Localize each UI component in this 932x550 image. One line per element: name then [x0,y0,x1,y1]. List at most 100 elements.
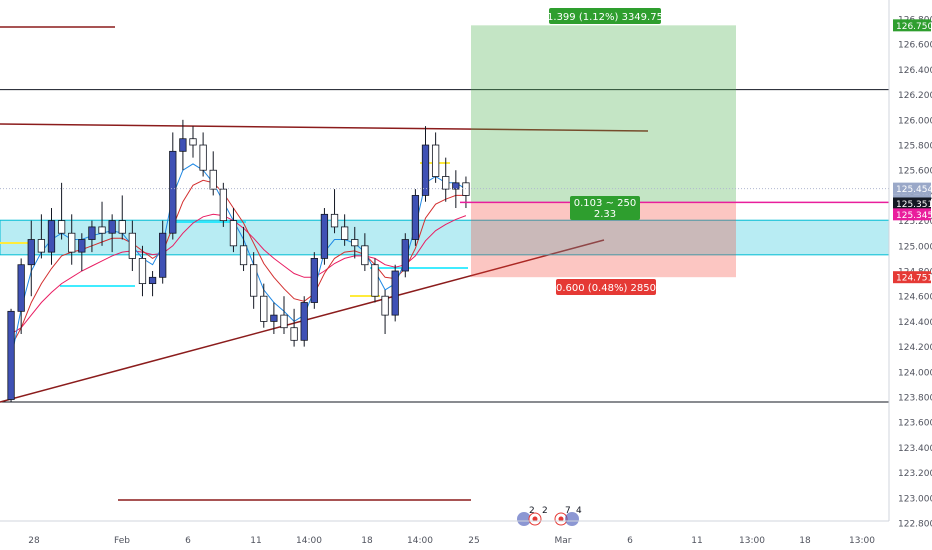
svg-text:126.750: 126.750 [896,22,932,32]
candle[interactable] [381,289,389,335]
candle[interactable] [442,157,450,202]
candle[interactable] [108,214,116,253]
candle[interactable] [37,214,46,259]
price-axis[interactable]: 122.800 123.000 123.200 123.400 123.600 123.8… [888,0,932,530]
x-tick-label: 13:00 [739,536,765,546]
last-price-tag: 125.454 [893,182,932,195]
svg-text:125.345: 125.345 [896,211,932,221]
loss-label: 0.600 (0.48%) 2850 [556,279,656,295]
candle[interactable] [199,132,207,177]
y-tick-label: 126.400 [898,66,932,76]
x-tick-label: 28 [28,536,40,546]
x-tick-label: 14:00 [407,536,433,546]
profit-label: 1.399 (1.12%) 3349.75 [547,8,663,24]
candle[interactable] [351,226,359,259]
svg-text:125.351: 125.351 [896,200,932,210]
y-tick-label: 122.800 [898,520,932,530]
candle[interactable] [138,245,147,297]
candle[interactable] [179,119,187,171]
flag-icon[interactable] [517,512,531,526]
x-tick-label: Mar [555,536,572,546]
candle[interactable] [431,132,440,183]
flag-icon[interactable] [565,512,579,526]
candle[interactable] [148,271,157,297]
y-tick-label: 126.600 [898,41,932,51]
candle[interactable] [361,233,369,272]
candle[interactable] [411,189,420,246]
candle[interactable] [320,208,329,265]
candle[interactable] [421,126,430,202]
candle[interactable] [88,220,96,253]
candle[interactable] [219,182,227,227]
svg-text:124.751: 124.751 [896,274,932,284]
candle[interactable] [401,233,409,278]
upper-trendline[interactable] [0,123,649,132]
y-tick-label: 125.600 [898,167,932,177]
candle[interactable] [159,220,167,284]
candle[interactable] [17,258,25,335]
candle[interactable] [47,208,56,265]
candle[interactable] [270,302,278,335]
y-tick-label: 124.000 [898,368,932,378]
svg-text:125.454: 125.454 [896,185,932,195]
ratio-label: 0.103 ~ 250 2.33 [570,196,640,220]
moving-averages [10,163,467,360]
ema-fast-line [10,163,467,360]
y-tick-label: 123.200 [898,469,932,479]
candle[interactable] [128,220,136,272]
candle[interactable] [27,220,35,297]
candle[interactable] [57,182,66,240]
x-tick-label: 11 [250,536,261,546]
candle[interactable] [452,170,460,209]
candle[interactable] [169,132,177,240]
profit-zone[interactable] [471,25,736,203]
svg-text:2: 2 [529,506,535,516]
candle[interactable] [189,126,197,158]
candle[interactable] [229,208,238,253]
candle[interactable] [98,201,106,246]
x-tick-label: 25 [468,536,479,546]
candle[interactable] [280,296,288,335]
x-tick-label: 13:00 [849,536,875,546]
candle[interactable] [341,214,349,246]
candle[interactable] [290,308,298,347]
candle[interactable] [371,258,379,303]
candle[interactable] [310,252,318,309]
candle[interactable] [250,252,258,309]
y-tick-label: 125.800 [898,142,932,152]
x-tick-label: Feb [114,536,130,546]
candle[interactable] [300,296,308,347]
candle[interactable] [7,308,15,403]
event-icons[interactable]: 2 2 7 4 [517,506,582,526]
candle[interactable] [68,214,76,265]
y-tick-label: 124.400 [898,318,932,328]
svg-text:0.600 (0.48%) 2850: 0.600 (0.48%) 2850 [556,283,656,294]
y-tick-label: 126.200 [898,91,932,101]
y-tick-label: 125.000 [898,242,932,252]
horizontal-levels[interactable] [0,89,889,403]
y-tick-label: 124.200 [898,343,932,353]
candle[interactable] [330,189,339,234]
x-tick-label: 14:00 [296,536,322,546]
long-position-tool[interactable] [471,25,736,278]
candle[interactable] [239,226,248,272]
y-tick-label: 126.000 [898,116,932,126]
x-tick-label: 18 [799,536,811,546]
x-tick-label: 18 [361,536,373,546]
x-tick-label: 6 [627,536,633,546]
y-tick-label: 123.000 [898,494,932,504]
y-tick-label: 123.400 [898,444,932,454]
svg-text:2: 2 [542,506,548,516]
candle[interactable] [391,264,399,322]
candles[interactable] [7,119,470,403]
candle[interactable] [209,151,217,196]
time-axis[interactable]: 28 Feb 6 11 14:00 18 14:00 25 Mar 6 11 13:00 18 13:00 [0,520,889,546]
candle[interactable] [260,283,268,328]
candle[interactable] [118,195,126,240]
svg-text:2.33: 2.33 [594,209,616,220]
entry-price-tag: 125.345 [893,208,932,221]
candle[interactable] [78,233,86,272]
support-zone[interactable] [0,219,890,256]
